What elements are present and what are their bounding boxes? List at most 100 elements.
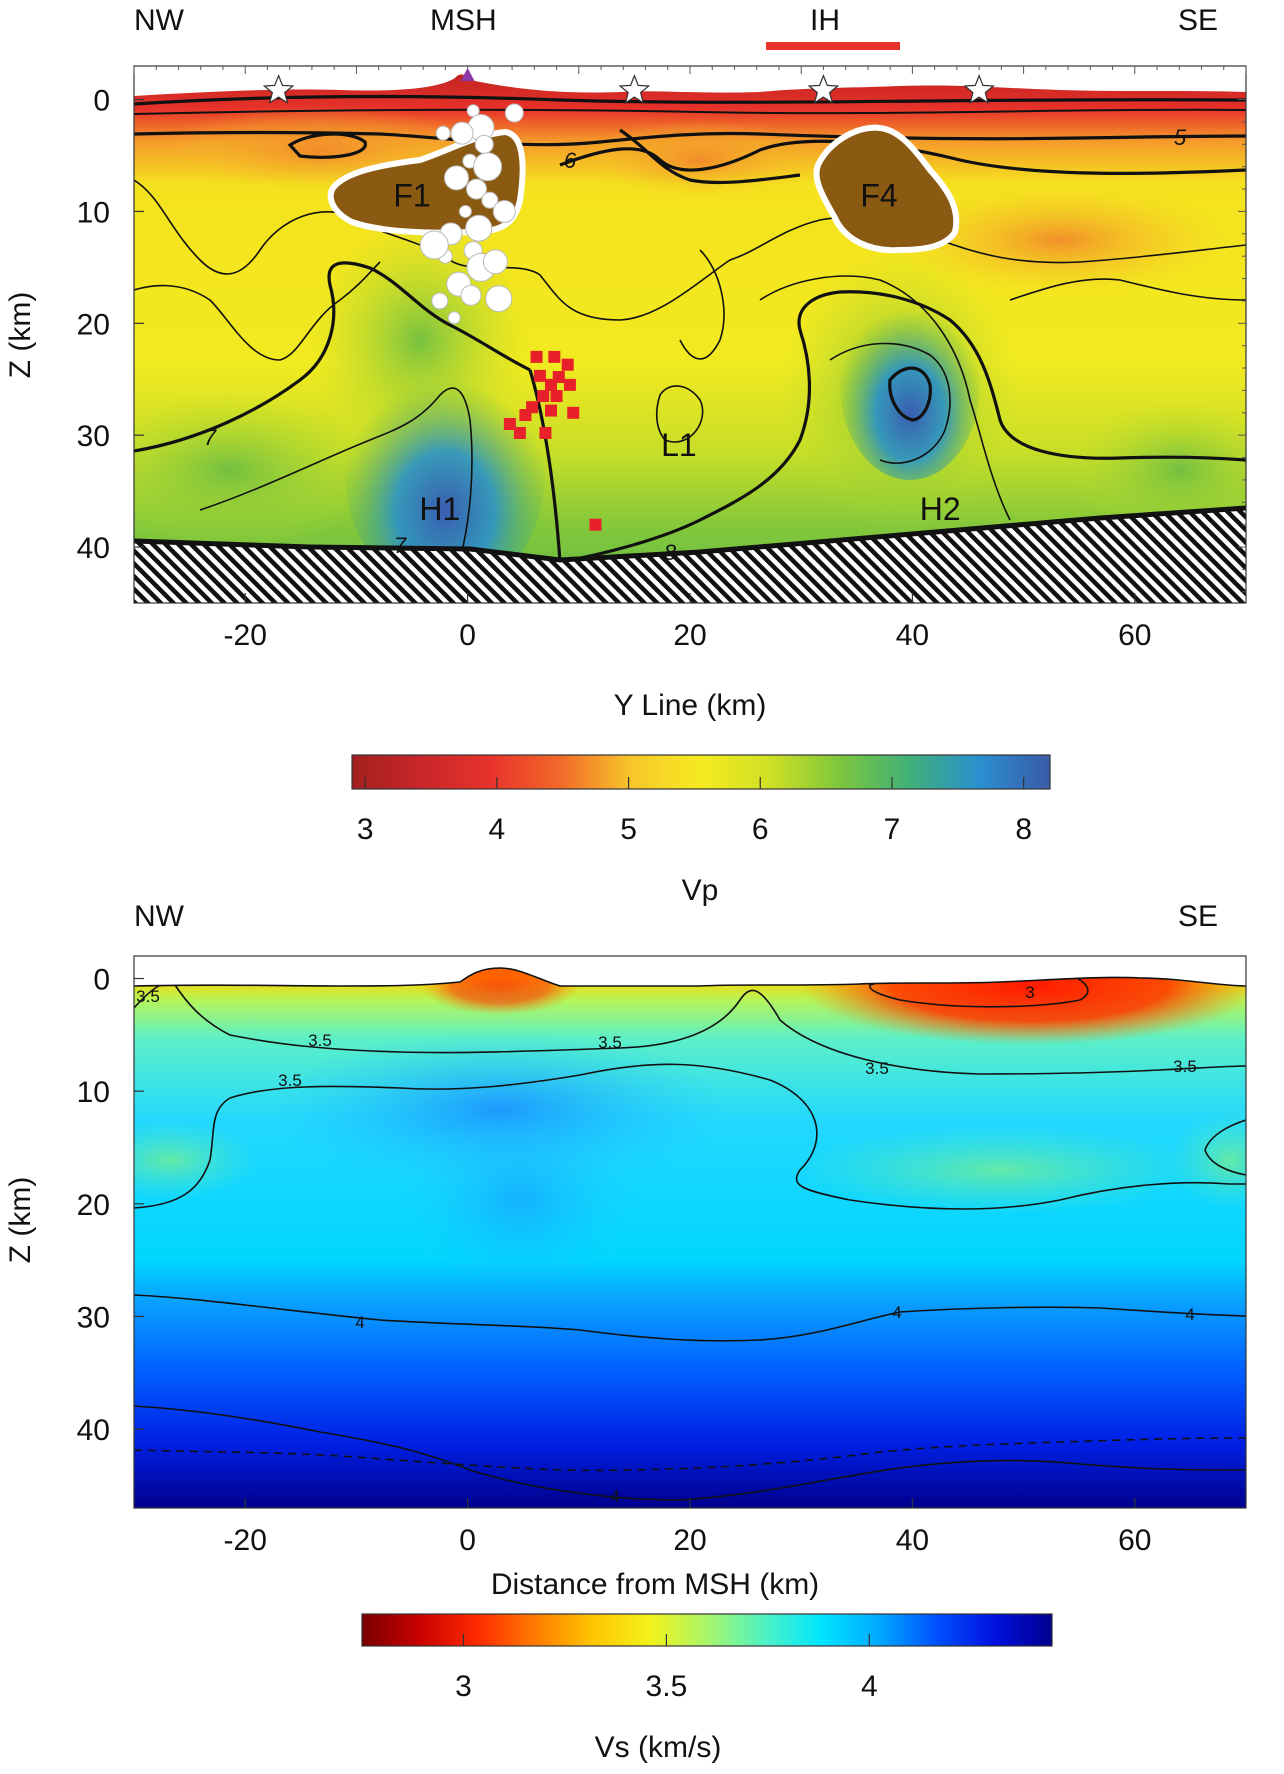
anomaly-label-h2: H2: [920, 491, 961, 527]
earthquake-white: [492, 199, 516, 223]
earthquake-red: [563, 378, 576, 391]
vs-topography: [134, 956, 1246, 986]
ih-segment-bar: [766, 42, 900, 50]
earthquake-white: [431, 292, 449, 310]
anomaly-label-l1: L1: [661, 427, 697, 463]
y-tick-label: 10: [77, 1076, 110, 1109]
earthquake-red: [589, 518, 602, 531]
colorbar-tick-label: 5: [620, 813, 637, 846]
station-star-icon: [963, 73, 995, 105]
y-tick-label: 10: [77, 196, 110, 229]
y-tick-label: 20: [77, 308, 110, 341]
vp-colorbar-label: Vp: [682, 874, 719, 907]
vs-y-ticks: 0 10 20 30 40: [77, 964, 144, 1447]
vs-green-zone: [1170, 1110, 1246, 1210]
earthquake-white: [447, 311, 461, 325]
station-star-icon: [618, 73, 651, 105]
anomaly-label-f1: F1: [393, 178, 430, 214]
x-tick-label: 20: [673, 1524, 706, 1557]
anomaly-label-f4: F4: [860, 178, 897, 214]
y-tick-label: 0: [93, 964, 110, 997]
vs-surface-line: [134, 967, 1246, 987]
earthquake-white: [473, 152, 503, 182]
vp-high-velocity-h1: [345, 355, 545, 595]
earthquake-white: [460, 284, 482, 306]
colorbar-tick-label: 6: [752, 813, 769, 846]
x-tick-label: 0: [459, 619, 476, 652]
vp-topography: [134, 66, 1246, 96]
vp-ylabel: Z (km): [4, 292, 37, 379]
vs-colorbar-label: Vs (km/s): [595, 1731, 722, 1764]
colorbar-tick-label: 8: [1015, 813, 1032, 846]
vs-ylabel: Z (km): [4, 1177, 37, 1264]
vp-y-ticks: 0 10 20 30 40: [77, 85, 144, 565]
earthquake-red: [530, 350, 543, 363]
x-tick-label: -20: [224, 1524, 267, 1557]
contour-label: 3: [1025, 983, 1034, 1002]
earthquake-red: [548, 350, 561, 363]
earthquake-red: [567, 406, 580, 419]
x-tick-label: 0: [459, 1524, 476, 1557]
vp-colorbar-ticks: 3 4 5 6 7 8: [357, 777, 1032, 846]
colorbar-tick-label: 3: [455, 1670, 472, 1703]
earthquake-red: [533, 369, 546, 382]
vs-x-ticks: -20 0 20 40 60: [224, 1498, 1151, 1557]
contour-label: 3.5: [1173, 1057, 1197, 1076]
earthquake-red: [519, 409, 532, 422]
contour-label: 4: [1185, 1305, 1194, 1324]
earthquake-white: [458, 204, 472, 218]
x-tick-label: 40: [896, 619, 929, 652]
moho-line: [134, 505, 1246, 563]
x-tick-label: 40: [896, 1524, 929, 1557]
vp-stations: [262, 67, 995, 105]
y-tick-label: 30: [77, 1301, 110, 1334]
colorbar-tick-label: 4: [489, 813, 506, 846]
vp-se-label: SE: [1178, 4, 1218, 37]
contour-label: 4: [892, 1303, 901, 1322]
earthquake-red: [550, 390, 563, 403]
vs-green-zone: [134, 1120, 260, 1200]
vp-frame-ticks: [133, 66, 1247, 593]
contour-label: 7: [394, 533, 407, 558]
earthquake-white: [443, 165, 469, 191]
moho-hatched-area: [134, 508, 1246, 603]
colorbar-tick-label: 7: [884, 813, 901, 846]
vs-high-velocity-zone: [400, 1110, 640, 1290]
station-star-icon: [262, 73, 295, 105]
earthquake-white: [450, 121, 474, 145]
vp-colorbar: [351, 754, 1051, 790]
x-tick-label: -20: [224, 619, 267, 652]
vs-contour-labels: 3 3.5 3.5 3.5 3.5 3.5 3.5 4 4 4 4: [136, 983, 1197, 1506]
contour-label: 7: [204, 425, 217, 450]
x-tick-label: 60: [1118, 1524, 1151, 1557]
vs-colorbar: [361, 1613, 1053, 1647]
contour-label: 4: [355, 1313, 364, 1332]
y-tick-label: 30: [77, 420, 110, 453]
vs-xlabel: Distance from MSH (km): [491, 1568, 819, 1601]
vp-earthquakes-red: [503, 350, 602, 531]
station-star-icon: [807, 73, 840, 105]
volcano-marker-icon: [460, 67, 475, 81]
vp-green-zone: [1070, 400, 1246, 540]
earthquake-white: [419, 230, 449, 260]
earthquake-red: [561, 358, 574, 371]
contour-label: 6: [564, 148, 577, 173]
earthquake-white: [435, 125, 451, 141]
earthquake-white: [465, 178, 487, 200]
earthquake-red: [539, 426, 552, 439]
vp-anomaly-bodies: F1 F4 L1 H1 H2: [327, 124, 961, 527]
earthquake-red: [545, 378, 557, 391]
contour-label: 3.5: [598, 1033, 622, 1052]
earthquake-red: [537, 390, 550, 403]
contour-label: 3.5: [865, 1059, 889, 1078]
vp-high-velocity-h2: [840, 290, 980, 480]
earthquake-white: [481, 191, 499, 209]
contour-label: 8: [664, 540, 677, 565]
vp-x-ticks: -20 0 20 40 60: [224, 593, 1151, 652]
contour-label: 4: [610, 1487, 619, 1506]
vp-green-zone: [134, 390, 380, 550]
vs-nw-label: NW: [134, 900, 185, 933]
earthquake-white: [474, 134, 494, 154]
vp-panel: [134, 66, 1246, 603]
